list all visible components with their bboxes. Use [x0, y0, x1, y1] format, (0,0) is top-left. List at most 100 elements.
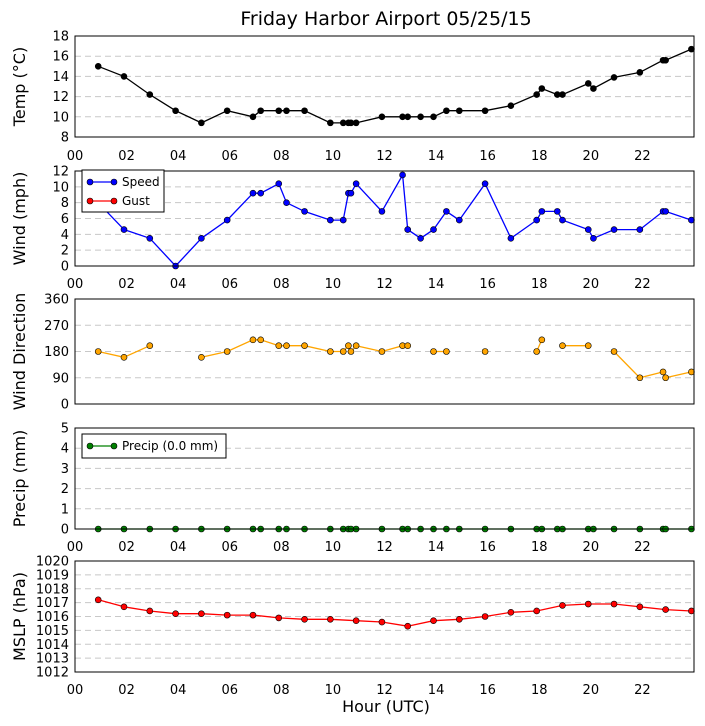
y-tick-label: 8 [61, 131, 69, 146]
y-tick-label: 12 [52, 165, 69, 180]
x-tick-label: 02 [118, 540, 135, 555]
y-tick-label: 1 [61, 502, 69, 517]
plot-frame [74, 35, 695, 138]
legend: Speed Gust [81, 169, 165, 213]
y-tick-label: 180 [44, 345, 69, 360]
x-tick-label: 12 [376, 149, 393, 164]
x-tick-label: 16 [479, 683, 496, 698]
data-point [538, 85, 546, 92]
x-tick-label: 20 [583, 277, 600, 292]
data-point [257, 336, 265, 344]
x-tick-label: 12 [376, 277, 393, 292]
data-point [378, 618, 386, 626]
y-tick-label: 14 [52, 70, 69, 85]
data-point [339, 348, 347, 355]
data-point [339, 216, 347, 224]
data-point [223, 611, 231, 619]
data-point [301, 615, 308, 623]
data-point [352, 342, 360, 349]
data-point [610, 226, 618, 233]
y-tick-label: 1017 [36, 596, 69, 611]
data-point [662, 56, 669, 64]
y-tick-label: 1016 [36, 610, 69, 625]
x-tick-label: 14 [428, 540, 445, 555]
x-tick-label: 00 [67, 683, 84, 698]
data-point [559, 342, 566, 349]
y-tick-label: 1018 [36, 582, 69, 597]
data-point [378, 348, 386, 355]
legend-box [81, 169, 165, 213]
y-tick-label: 16 [52, 50, 69, 65]
y-axis-title: Temp (°C) [10, 47, 29, 127]
y-axis-title: MSLP (hPa) [10, 572, 29, 661]
x-tick-label: 14 [428, 683, 445, 698]
data-point [198, 234, 205, 242]
x-tick-label: 04 [170, 149, 187, 164]
x-tick-label: 20 [583, 683, 600, 698]
y-tick-label: 1014 [36, 638, 69, 653]
y-tick-label: 90 [52, 371, 69, 386]
data-point [507, 609, 515, 616]
x-tick-label: 22 [634, 149, 651, 164]
x-tick-label: 18 [531, 540, 548, 555]
y-tick-label: 8 [61, 196, 69, 211]
y-tick-label: 4 [61, 442, 69, 457]
data-point [352, 617, 360, 624]
legend-label: Precip (0.0 mm) [122, 439, 218, 453]
data-point [481, 348, 489, 355]
legend-marker [110, 442, 118, 450]
data-point [120, 603, 128, 611]
data-point [559, 216, 566, 224]
x-tick-label: 16 [479, 540, 496, 555]
data-point [301, 107, 308, 115]
x-tick-label: 04 [170, 277, 187, 292]
x-tick-label: 10 [325, 149, 342, 164]
data-point [223, 348, 231, 355]
data-point [662, 208, 669, 215]
data-point [257, 189, 265, 197]
legend-marker [110, 197, 118, 205]
data-point [399, 171, 406, 179]
data-point [198, 354, 205, 361]
data-point [283, 107, 290, 115]
series-line [97, 48, 692, 124]
y-tick-label: 1015 [36, 624, 69, 639]
data-point [533, 91, 540, 98]
data-point [636, 374, 644, 382]
legend-marker [86, 442, 94, 450]
x-tick-label: 10 [325, 540, 342, 555]
data-point [327, 119, 334, 127]
y-tick-label: 5 [61, 422, 69, 437]
y-tick-label: 3 [61, 462, 69, 477]
x-tick-label: 12 [376, 683, 393, 698]
y-tick-label: 10 [52, 180, 69, 195]
data-point [223, 107, 231, 115]
data-point [345, 342, 352, 349]
data-point [146, 607, 154, 615]
data-point [610, 74, 618, 81]
y-tick-label: 360 [44, 293, 69, 308]
y-tick-label: 1019 [36, 568, 69, 583]
legend-marker [86, 197, 94, 205]
x-tick-label: 00 [67, 277, 84, 292]
y-tick-label: 1013 [36, 652, 69, 667]
plot-frame [74, 427, 695, 530]
data-point [430, 113, 437, 121]
legend-box [81, 433, 227, 459]
y-tick-label: 2 [61, 244, 69, 259]
x-tick-label: 20 [583, 540, 600, 555]
x-tick-label: 00 [67, 540, 84, 555]
data-point [533, 216, 540, 224]
data-point [610, 600, 618, 608]
data-point [590, 85, 597, 92]
y-tick-label: 18 [52, 30, 69, 45]
data-point [533, 607, 540, 615]
y-tick-label: 2 [61, 482, 69, 497]
data-point [430, 226, 437, 233]
x-tick-label: 06 [221, 683, 238, 698]
x-tick-label: 22 [634, 683, 651, 698]
x-tick-label: 14 [428, 277, 445, 292]
data-point [327, 348, 334, 355]
